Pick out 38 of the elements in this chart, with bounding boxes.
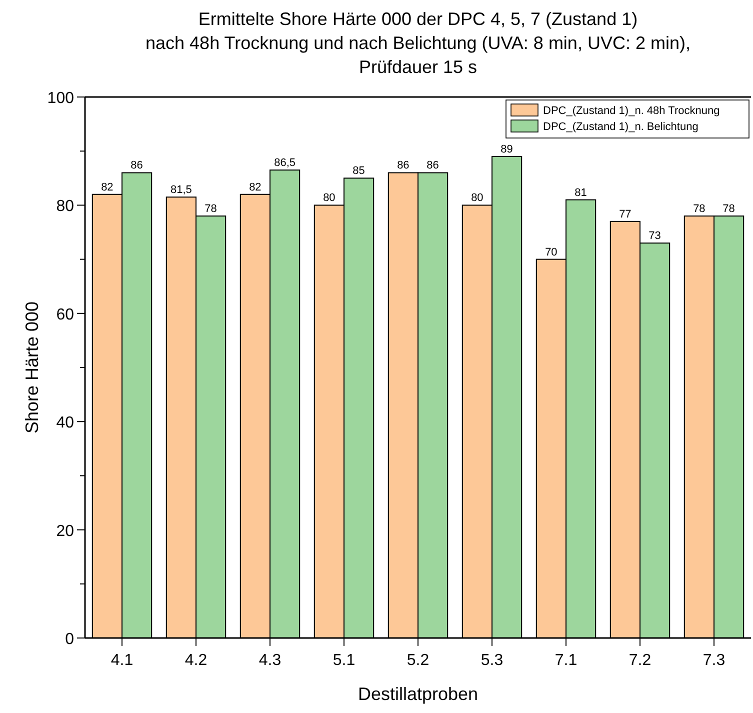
y-tick-label: 20 <box>56 522 74 540</box>
data-label: 82 <box>249 181 262 194</box>
x-axis-title: Destillatproben <box>358 684 478 704</box>
x-tick-label: 5.3 <box>480 652 504 669</box>
x-tick-label: 4.2 <box>184 652 208 669</box>
data-label: 80 <box>323 192 336 204</box>
data-label: 81 <box>574 186 587 199</box>
legend-label: DPC_(Zustand 1)_n. Belichtung <box>543 121 698 133</box>
data-label: 78 <box>204 203 217 216</box>
data-label: 77 <box>619 208 632 220</box>
data-label: 78 <box>693 203 706 216</box>
x-tick-label: 4.1 <box>110 652 134 669</box>
data-label: 86,5 <box>274 157 296 170</box>
y-tick-label: 100 <box>47 90 74 107</box>
x-tick-label: 4.3 <box>258 652 282 669</box>
data-label: 86 <box>426 160 439 172</box>
y-tick-label: 80 <box>56 198 74 216</box>
x-tick-label: 5.2 <box>406 652 430 669</box>
y-tick-label: 60 <box>56 306 74 324</box>
legend-label: DPC_(Zustand 1)_n. 48h Trocknung <box>543 105 720 117</box>
chart-title: Ermittelte Shore Härte 000 der DPC 4, 5, 7 (Zustand 1) nach 48h Trocknung und nach Belichtung (UVA: 8 min, UVC: 2 min), Prüfdauer 15 s <box>146 9 690 77</box>
x-tick-label: 7.2 <box>628 652 652 669</box>
x-tick-label: 7.1 <box>554 652 578 669</box>
y-tick-label: 40 <box>56 414 74 432</box>
data-label: 78 <box>722 203 735 216</box>
data-label: 70 <box>545 246 558 258</box>
x-tick-label: 5.1 <box>332 652 356 669</box>
data-label: 89 <box>500 144 513 156</box>
y-tick-label: 0 <box>65 631 74 648</box>
data-label: 85 <box>352 165 365 178</box>
data-label: 82 <box>101 181 114 194</box>
data-label: 86 <box>130 160 143 172</box>
data-label: 73 <box>648 230 661 242</box>
data-label: 81,5 <box>170 184 192 196</box>
data-label: 86 <box>397 160 410 172</box>
y-axis-title: Shore Härte 000 <box>22 301 42 434</box>
x-tick-label: 7.3 <box>702 652 726 669</box>
data-label: 80 <box>471 192 484 204</box>
